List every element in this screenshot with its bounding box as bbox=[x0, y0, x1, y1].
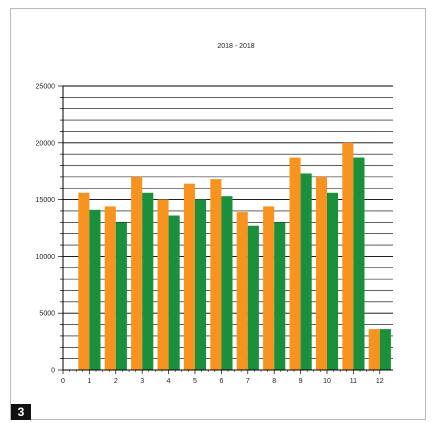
x-tick-label: 10 bbox=[323, 378, 331, 385]
bar bbox=[368, 329, 380, 370]
bar bbox=[115, 222, 127, 370]
y-tick-label: 25000 bbox=[36, 84, 56, 91]
x-tick-label: 9 bbox=[299, 378, 303, 385]
bar bbox=[379, 329, 391, 370]
bar bbox=[342, 142, 354, 370]
x-tick-label: 8 bbox=[272, 378, 276, 385]
bar bbox=[142, 192, 154, 370]
bar bbox=[78, 192, 90, 370]
x-tick-label: 3 bbox=[140, 378, 144, 385]
bar bbox=[315, 176, 327, 370]
bar bbox=[183, 183, 195, 370]
bar bbox=[195, 199, 207, 370]
bar bbox=[327, 192, 339, 370]
y-tick-label: 10000 bbox=[36, 254, 56, 261]
y-tick-label: 20000 bbox=[36, 140, 56, 147]
bar bbox=[300, 173, 312, 370]
bar bbox=[289, 157, 301, 370]
x-tick-label: 0 bbox=[61, 378, 65, 385]
x-tick-label: 4 bbox=[167, 378, 171, 385]
x-tick-label: 6 bbox=[219, 378, 223, 385]
bar bbox=[221, 196, 233, 370]
bar bbox=[210, 179, 222, 370]
bar bbox=[247, 225, 259, 370]
y-tick-label: 5000 bbox=[39, 311, 55, 318]
chart-title: 2018 - 2018 bbox=[217, 43, 254, 50]
bar bbox=[263, 206, 275, 370]
x-tick-label: 5 bbox=[193, 378, 197, 385]
y-tick-label: 15000 bbox=[36, 197, 56, 204]
bar bbox=[274, 222, 286, 370]
bar bbox=[157, 199, 169, 370]
bar bbox=[236, 212, 248, 370]
x-tick-label: 11 bbox=[350, 378, 357, 385]
y-tick-label: 0 bbox=[51, 368, 55, 375]
x-tick-label: 2 bbox=[114, 378, 118, 385]
bar bbox=[131, 176, 143, 370]
bar bbox=[89, 209, 101, 370]
x-tick-label: 12 bbox=[376, 378, 384, 385]
x-tick-label: 7 bbox=[246, 378, 250, 385]
bar bbox=[168, 215, 180, 370]
bar bbox=[104, 206, 116, 370]
figure-number-badge: 3 bbox=[11, 404, 31, 420]
bar bbox=[353, 157, 365, 370]
x-tick-label: 1 bbox=[87, 378, 91, 385]
